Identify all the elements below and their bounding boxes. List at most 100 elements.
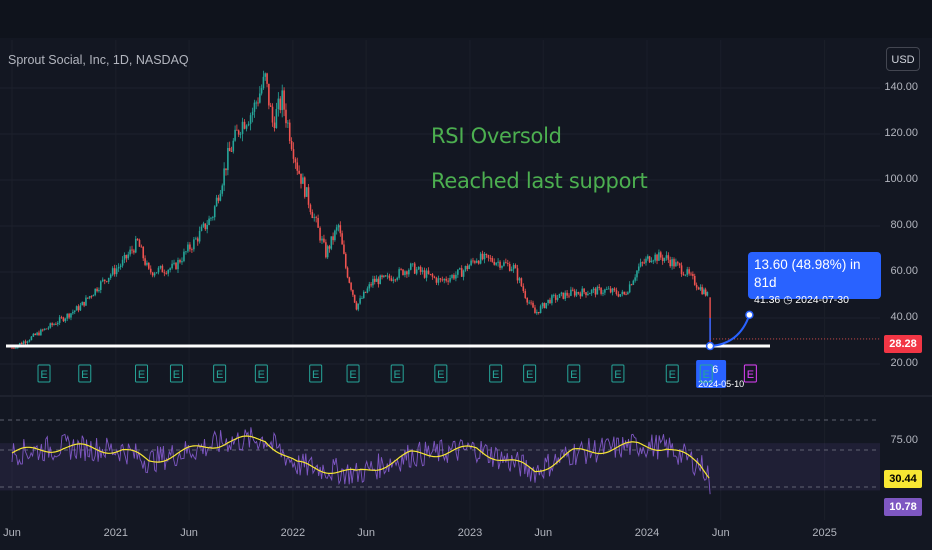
price-candle — [632, 280, 635, 285]
projection-start-point — [705, 341, 715, 351]
price-candle — [92, 294, 95, 297]
time-axis-tick: Jun — [711, 527, 730, 539]
price-candle — [87, 297, 89, 299]
price-candle — [161, 265, 164, 273]
price-candle — [271, 106, 274, 123]
price-candle — [625, 294, 627, 296]
price-candle — [257, 102, 259, 104]
cursor-date-label: 2024-05-10 — [698, 379, 744, 389]
price-candle — [107, 277, 110, 282]
earnings-marker-icon — [611, 364, 625, 383]
price-candle — [590, 289, 593, 294]
price-candle — [350, 282, 352, 290]
price-candle — [292, 149, 295, 159]
price-candle — [72, 311, 74, 314]
price-candle — [64, 318, 67, 322]
price-candle — [572, 289, 574, 291]
price-candle — [673, 259, 675, 267]
price-candle — [309, 204, 312, 213]
price-candle — [319, 227, 321, 241]
price-candle — [457, 269, 459, 275]
price-candle — [526, 297, 529, 303]
price-candle — [26, 341, 29, 343]
price-candle — [239, 133, 242, 135]
price-candle — [645, 258, 647, 263]
price-candle — [598, 286, 601, 288]
price-candle — [497, 261, 499, 263]
price-candle — [22, 341, 25, 344]
price-candle — [213, 206, 216, 218]
price-candle — [411, 263, 414, 265]
price-candle — [173, 262, 175, 264]
price-candle — [667, 255, 670, 260]
price-candle — [697, 287, 700, 290]
price-candle — [680, 265, 683, 275]
price-candle — [341, 233, 343, 245]
price-candle — [690, 273, 692, 275]
earnings-marker-icon — [135, 364, 149, 383]
price-candle — [253, 102, 256, 112]
price-candle — [699, 287, 702, 290]
time-axis-tick: 2022 — [280, 527, 306, 539]
earnings-marker-icon — [743, 364, 757, 383]
price-axis-tick: 20.00 — [890, 357, 918, 369]
price-candle — [406, 271, 408, 275]
price-candle — [171, 263, 173, 269]
price-candle — [460, 268, 463, 277]
price-candle — [449, 277, 451, 282]
price-candle — [611, 288, 614, 293]
price-candle — [706, 292, 709, 296]
price-candle — [140, 246, 143, 248]
price-candle — [384, 275, 387, 277]
price-axis-tick: 100.00 — [884, 173, 918, 185]
price-candle — [179, 260, 181, 263]
price-candle — [543, 303, 546, 309]
price-candle — [575, 292, 578, 296]
price-candle — [115, 268, 118, 275]
price-candle — [693, 275, 696, 285]
rsi-band — [0, 443, 880, 491]
price-candle — [241, 121, 244, 134]
price-candle — [604, 289, 606, 293]
price-candle — [394, 279, 397, 281]
price-candle — [181, 261, 183, 263]
price-candle — [167, 270, 170, 274]
price-candle — [96, 288, 98, 292]
price-candle — [553, 295, 555, 296]
price-candle — [609, 288, 612, 293]
price-candle — [701, 287, 703, 295]
price-candle — [195, 238, 197, 240]
cursor-value-label: 6 — [712, 364, 718, 376]
price-candle — [522, 286, 525, 292]
price-candle — [676, 262, 679, 264]
price-candle — [43, 328, 46, 331]
currency-button[interactable]: USD — [886, 47, 920, 71]
rsi-axis-tick: 75.00 — [890, 434, 918, 446]
price-candle — [51, 323, 53, 325]
price-candle — [503, 262, 505, 266]
price-candle — [288, 122, 291, 142]
time-axis-tick: 2024 — [634, 527, 660, 539]
price-candle — [255, 102, 258, 104]
measure-tooltip[interactable]: 13.60 (48.98%) in 81d 41.36 ◷ 2024-07-30 — [748, 252, 881, 306]
price-candle — [669, 259, 672, 267]
time-axis-tick: Jun — [357, 527, 376, 539]
price-candle — [98, 289, 100, 292]
price-candle — [55, 324, 57, 325]
price-candle — [125, 254, 128, 259]
rsi-value-badge: 10.78 — [884, 498, 922, 516]
price-candle — [296, 162, 299, 171]
price-candle — [381, 275, 383, 278]
price-candle — [615, 290, 618, 295]
price-candle — [153, 273, 156, 276]
price-candle — [499, 261, 501, 268]
price-candle — [117, 266, 120, 269]
price-candle — [40, 329, 42, 336]
price-candle — [400, 269, 402, 270]
earnings-marker-icon — [309, 364, 323, 383]
price-candle — [138, 239, 141, 247]
price-candle — [34, 333, 37, 335]
price-candle — [433, 276, 436, 278]
